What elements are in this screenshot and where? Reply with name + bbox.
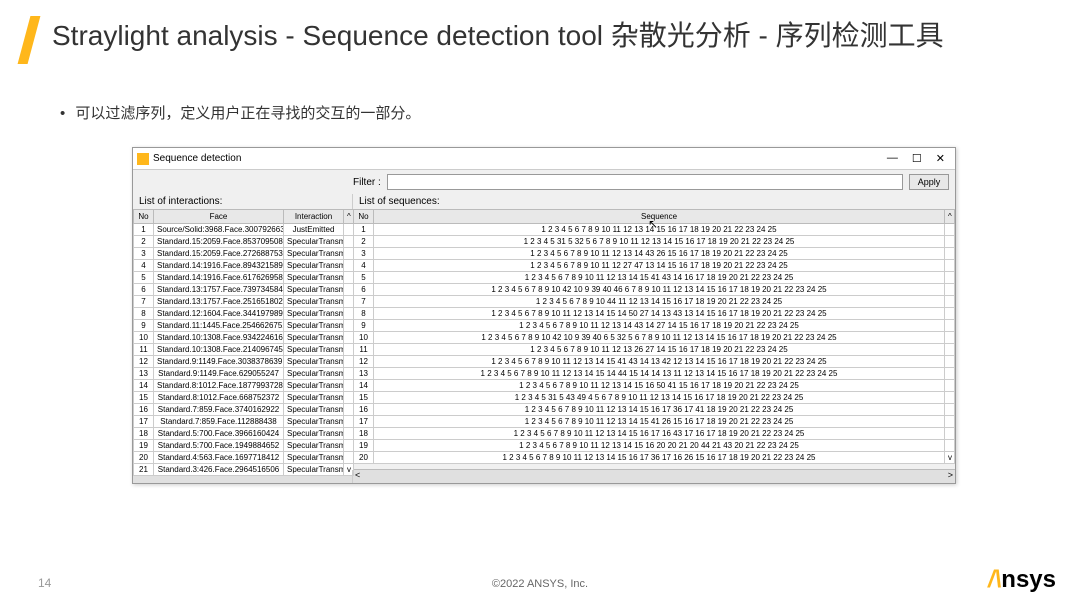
minimize-icon[interactable]: —	[887, 152, 898, 165]
table-row[interactable]: 51 2 3 4 5 6 7 8 9 10 11 12 13 14 15 41 …	[354, 272, 955, 284]
table-row[interactable]: 111 2 3 4 5 6 7 8 9 10 11 12 13 26 27 14…	[354, 344, 955, 356]
table-row[interactable]: 31 2 3 4 5 6 7 8 9 10 11 12 13 14 43 26 …	[354, 248, 955, 260]
table-row[interactable]: 14Standard.8:1012.Face.1877993728Specula…	[134, 380, 354, 392]
table-row[interactable]: 6Standard.13:1757.Face.739734584Specular…	[134, 284, 354, 296]
filter-row: Filter : Apply	[133, 170, 955, 194]
table-row[interactable]: 9Standard.11:1445.Face.2546626751Specula…	[134, 320, 354, 332]
sequence-detection-dialog: Sequence detection — ☐ ✕ Filter : Apply …	[132, 147, 956, 484]
interactions-table: No Face Interaction ^ 1Source/Solid:3968…	[133, 209, 354, 476]
table-row[interactable]: 17Standard.7:859.Face.112888438SpecularT…	[134, 416, 354, 428]
table-row[interactable]: 71 2 3 4 5 6 7 8 9 10 44 11 12 13 14 15 …	[354, 296, 955, 308]
bullet-point: 可以过滤序列，定义用户正在寻找的交互的一部分。	[60, 102, 420, 123]
app-icon	[137, 153, 149, 165]
table-row[interactable]: 11 2 3 4 5 6 7 8 9 10 11 12 13 14 15 16 …	[354, 224, 955, 236]
title-accent	[18, 16, 41, 64]
interactions-label: List of interactions:	[133, 194, 352, 209]
table-row[interactable]: 121 2 3 4 5 6 7 8 9 10 11 12 13 14 15 41…	[354, 356, 955, 368]
col-face[interactable]: Face	[154, 210, 284, 224]
col-sequence[interactable]: Sequence	[374, 210, 945, 224]
col-no[interactable]: No	[134, 210, 154, 224]
table-row[interactable]: 16Standard.7:859.Face.3740162922Specular…	[134, 404, 354, 416]
table-row[interactable]: 12Standard.9:1149.Face.3038378639Specula…	[134, 356, 354, 368]
table-row[interactable]: 11Standard.10:1308.Face.2140967452Specul…	[134, 344, 354, 356]
maximize-icon[interactable]: ☐	[912, 152, 922, 165]
table-row[interactable]: 91 2 3 4 5 6 7 8 9 10 11 12 13 14 43 14 …	[354, 320, 955, 332]
sequences-table: No Sequence ^ 11 2 3 4 5 6 7 8 9 10 11 1…	[353, 209, 955, 464]
table-row[interactable]: 4Standard.14:1916.Face.894321589Specular…	[134, 260, 354, 272]
table-row[interactable]: 81 2 3 4 5 6 7 8 9 10 11 12 13 14 15 14 …	[354, 308, 955, 320]
filter-label: Filter :	[353, 177, 381, 188]
table-row[interactable]: 141 2 3 4 5 6 7 8 9 10 11 12 13 14 15 16…	[354, 380, 955, 392]
filter-input[interactable]	[387, 174, 903, 190]
table-row[interactable]: 161 2 3 4 5 6 7 8 9 10 11 12 13 14 15 16…	[354, 404, 955, 416]
apply-button[interactable]: Apply	[909, 174, 949, 190]
table-row[interactable]: 20Standard.4:563.Face.1697718412Specular…	[134, 452, 354, 464]
table-row[interactable]: 13Standard.9:1149.Face.629055247Specular…	[134, 368, 354, 380]
slide-title: Straylight analysis - Sequence detection…	[52, 18, 952, 54]
ansys-logo: /\nsys	[988, 566, 1056, 594]
table-row[interactable]: 18Standard.5:700.Face.3966160424Specular…	[134, 428, 354, 440]
sequences-label: List of sequences:	[353, 194, 955, 209]
table-row[interactable]: 101 2 3 4 5 6 7 8 9 10 42 10 9 39 40 6 5…	[354, 332, 955, 344]
table-row[interactable]: 21 2 3 4 5 31 5 32 5 6 7 8 9 10 11 12 13…	[354, 236, 955, 248]
table-row[interactable]: 10Standard.10:1308.Face.934224616Specula…	[134, 332, 354, 344]
close-icon[interactable]: ✕	[936, 152, 945, 165]
table-row[interactable]: 3Standard.15:2059.Face.2726887532Specula…	[134, 248, 354, 260]
interactions-panel: List of interactions: No Face Interactio…	[133, 194, 353, 469]
dialog-titlebar[interactable]: Sequence detection — ☐ ✕	[133, 148, 955, 170]
table-row[interactable]: 171 2 3 4 5 6 7 8 9 10 11 12 13 14 15 41…	[354, 416, 955, 428]
col-no-seq[interactable]: No	[354, 210, 374, 224]
table-row[interactable]: 131 2 3 4 5 6 7 8 9 10 11 12 13 14 15 14…	[354, 368, 955, 380]
copyright: ©2022 ANSYS, Inc.	[492, 578, 588, 590]
table-row[interactable]: 181 2 3 4 5 6 7 8 9 10 11 12 13 14 15 16…	[354, 428, 955, 440]
scroll-up-icon[interactable]: ^	[344, 210, 354, 224]
table-row[interactable]: 19Standard.5:700.Face.1949884652Specular…	[134, 440, 354, 452]
table-row[interactable]: 15Standard.8:1012.Face.668752372Specular…	[134, 392, 354, 404]
col-interaction[interactable]: Interaction	[284, 210, 344, 224]
table-row[interactable]: 201 2 3 4 5 6 7 8 9 10 11 12 13 14 15 16…	[354, 452, 955, 464]
page-number: 14	[38, 576, 51, 590]
table-row[interactable]: 151 2 3 4 5 31 5 43 49 4 5 6 7 8 9 10 11…	[354, 392, 955, 404]
sequences-panel: List of sequences: No Sequence ^ 11 2 3 …	[353, 194, 955, 469]
scroll-up-icon[interactable]: ^	[945, 210, 955, 224]
table-row[interactable]: 191 2 3 4 5 6 7 8 9 10 11 12 13 14 15 16…	[354, 440, 955, 452]
table-row[interactable]: 7Standard.13:1757.Face.2516518023Specula…	[134, 296, 354, 308]
table-row[interactable]: 1Source/Solid:3968.Face.3007926634JustEm…	[134, 224, 354, 236]
table-row[interactable]: 5Standard.14:1916.Face.617626958Specular…	[134, 272, 354, 284]
horizontal-scrollbar[interactable]	[133, 469, 955, 483]
table-row[interactable]: 61 2 3 4 5 6 7 8 9 10 42 10 9 39 40 46 6…	[354, 284, 955, 296]
dialog-title: Sequence detection	[153, 153, 241, 164]
table-row[interactable]: 2Standard.15:2059.Face.853709508Specular…	[134, 236, 354, 248]
table-row[interactable]: 41 2 3 4 5 6 7 8 9 10 11 12 27 47 13 14 …	[354, 260, 955, 272]
table-row[interactable]: 8Standard.12:1604.Face.3441979892Specula…	[134, 308, 354, 320]
